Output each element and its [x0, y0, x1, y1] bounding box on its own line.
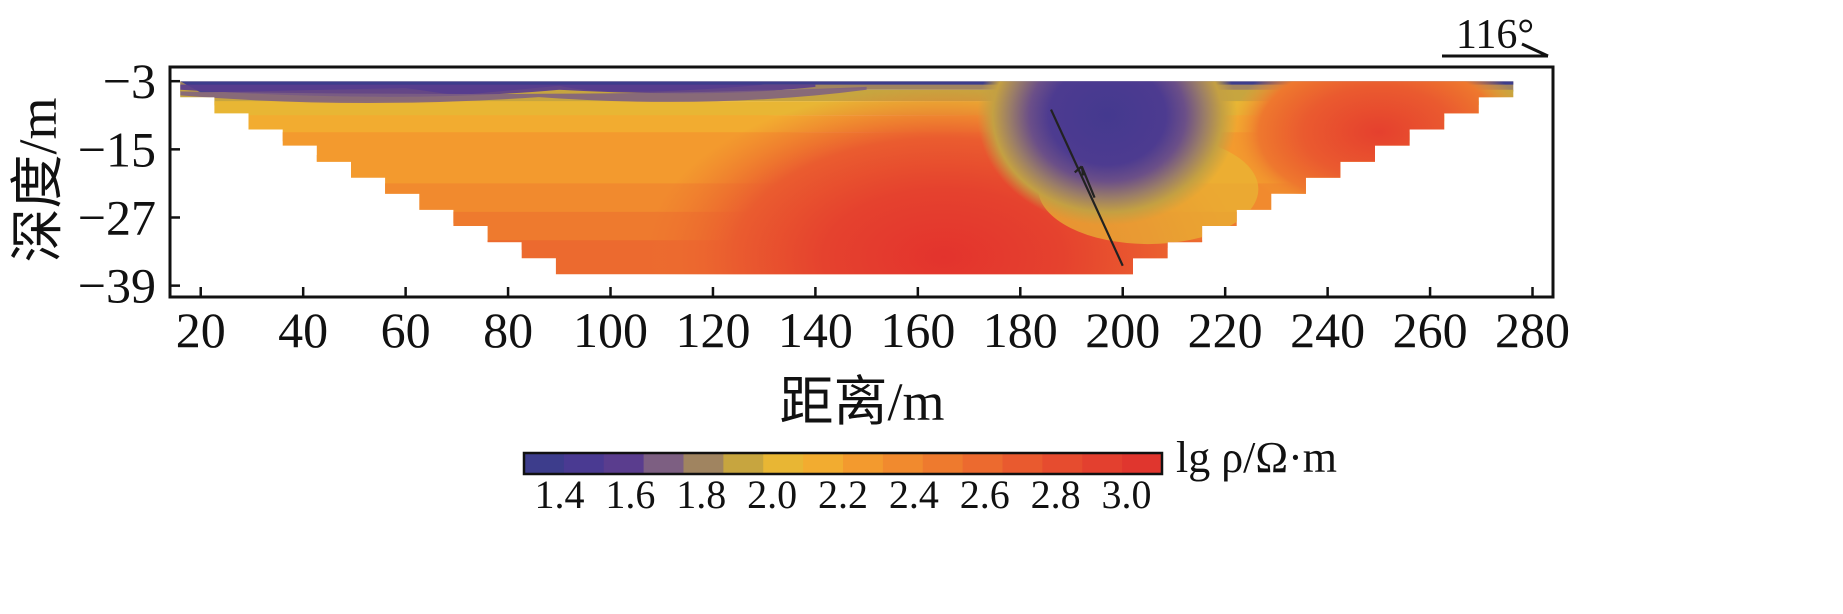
- resistivity-section: [180, 81, 1548, 275]
- x-tick-label: 80: [483, 302, 533, 358]
- colorbar-swatch: [723, 453, 764, 474]
- bearing-tick: [1521, 42, 1549, 58]
- colorbar-swatch: [563, 453, 605, 474]
- colorbar-swatch: [524, 453, 565, 474]
- colorbar-swatch: [803, 453, 844, 474]
- x-tick-label: 180: [983, 302, 1058, 358]
- colorbar-swatch: [603, 453, 645, 474]
- colorbar-tick-label: 2.2: [818, 472, 868, 517]
- y-tick-label: −3: [103, 53, 156, 109]
- y-tick-label: −15: [78, 121, 156, 177]
- x-axis-title: 距离/m: [779, 372, 944, 432]
- colorbar-swatch: [962, 453, 1004, 474]
- x-tick-label: 240: [1290, 302, 1365, 358]
- colorbar-swatch: [882, 453, 924, 474]
- fault: [1050, 109, 1124, 267]
- x-axis: 20 40 60 80 100 120 140 160 180 200 220 240 260 280: [176, 287, 1570, 358]
- colorbar-tick-label: 2.4: [889, 472, 939, 517]
- plot-area: 20 40 60 80 100 120 140 160 180 200 220 240 260 280 −…: [78, 53, 1570, 358]
- mid-resistivity-rim: [180, 86, 867, 103]
- colorbar-swatch: [763, 453, 804, 474]
- x-tick-label: 160: [880, 302, 955, 358]
- colorbar-tick-label: 2.6: [960, 472, 1010, 517]
- colorbar: 1.4 1.6 1.8 2.0 2.2 2.4 2.6 2.8 3.0: [522, 451, 1164, 517]
- high-resistivity-anomaly: [1228, 81, 1529, 223]
- colorbar-swatch: [1002, 453, 1043, 474]
- x-tick-label: 20: [176, 302, 226, 358]
- y-tick-label: −27: [78, 189, 156, 245]
- colorbar-frame: [522, 451, 1164, 476]
- bearing-label: 116°: [1456, 12, 1534, 58]
- y-axis: −3 −15 −27 −39: [78, 53, 180, 314]
- colorbar-tick-label: 3.0: [1102, 472, 1152, 517]
- x-tick-label: 200: [1085, 302, 1160, 358]
- x-tick-label: 100: [573, 302, 648, 358]
- fault-arrow: [1080, 165, 1096, 199]
- colorbar-swatch: [1042, 453, 1083, 474]
- y-axis-title: 深度/m: [8, 97, 68, 262]
- low-resistivity-anomaly: [977, 81, 1238, 226]
- colorbar-swatch: [843, 453, 884, 474]
- colorbar-tick-label: 2.0: [747, 472, 797, 517]
- colorbar-swatch: [643, 453, 685, 474]
- colorbar-swatch: [1122, 453, 1163, 474]
- x-tick-label: 220: [1188, 302, 1263, 358]
- colorbar-swatch: [1082, 453, 1123, 474]
- colorbar-tick-label: 1.6: [605, 472, 655, 517]
- x-tick-label: 260: [1393, 302, 1468, 358]
- colorbar-tick-label: 2.8: [1031, 472, 1081, 517]
- bearing-indicator: 116°: [1442, 12, 1549, 58]
- x-tick-label: 120: [675, 302, 750, 358]
- colorbar-swatch: [683, 453, 724, 474]
- x-tick-label: 280: [1495, 302, 1570, 358]
- colorbar-swatch: [922, 453, 964, 474]
- x-tick-label: 60: [381, 302, 431, 358]
- colorbar-tick-label: 1.8: [676, 472, 726, 517]
- x-tick-label: 40: [278, 302, 328, 358]
- y-tick-label: −39: [78, 258, 156, 314]
- plot-frame: [168, 65, 1555, 299]
- fault-arrowhead: [1074, 165, 1085, 176]
- x-tick-label: 140: [778, 302, 853, 358]
- colorbar-tick-label: 1.4: [534, 472, 584, 517]
- fault-line: [1050, 109, 1124, 267]
- colorbar-title: lg ρ/Ω·m: [1176, 433, 1337, 482]
